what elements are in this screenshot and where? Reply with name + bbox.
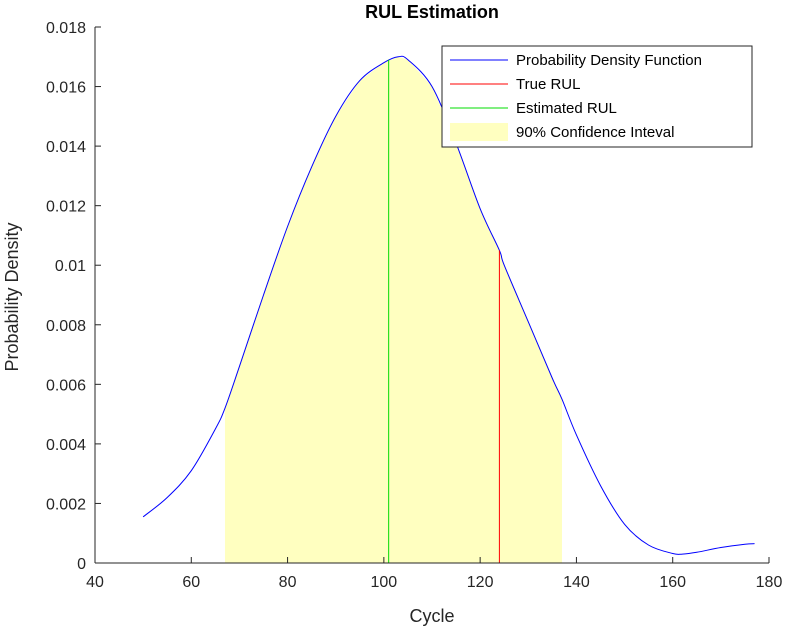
confidence-band-layer <box>224 56 562 564</box>
y-tick-label: 0.004 <box>46 437 86 454</box>
y-tick-label: 0.01 <box>55 258 86 275</box>
y-axis-label: Probability Density <box>2 222 22 371</box>
legend-entry-confidence-interval-swatch <box>450 123 508 141</box>
y-tick-label: 0.014 <box>46 139 86 156</box>
y-tick-label: 0.006 <box>46 377 86 394</box>
x-tick-label: 160 <box>659 574 686 591</box>
x-tick-label: 40 <box>86 574 104 591</box>
x-tick-label: 180 <box>756 574 783 591</box>
series-layer <box>142 55 755 563</box>
legend: Probability Density Function True RUL Esti… <box>441 45 753 148</box>
x-tick-label: 80 <box>279 574 297 591</box>
y-tick-label: 0.002 <box>46 496 86 513</box>
x-axis-label: Cycle <box>409 606 454 626</box>
y-tick-label: 0.008 <box>46 318 86 335</box>
y-tick-label: 0 <box>77 556 86 573</box>
legend-entry-confidence-interval-label: 90% Confidence Inteval <box>516 124 674 141</box>
legend-entry-estimated-rul-label: Estimated RUL <box>516 100 617 117</box>
y-tick-label: 0.012 <box>46 199 86 216</box>
y-tick-label: 0.016 <box>46 80 86 97</box>
legend-entry-true-rul-label: True RUL <box>516 76 580 93</box>
x-tick-label: 120 <box>467 574 494 591</box>
chart-title: RUL Estimation <box>365 2 499 22</box>
axes-layer: 40 60 80 100 120 140 160 180 0 0.002 0.004 0.006 0.0… <box>46 20 782 591</box>
x-tick-label: 140 <box>563 574 590 591</box>
confidence-interval-band <box>224 56 562 564</box>
y-tick-label: 0.018 <box>46 20 86 37</box>
x-tick-label: 60 <box>182 574 200 591</box>
x-tick-label: 100 <box>371 574 398 591</box>
legend-entry-pdf-label: Probability Density Function <box>516 52 702 69</box>
pdf-curve <box>142 55 755 555</box>
